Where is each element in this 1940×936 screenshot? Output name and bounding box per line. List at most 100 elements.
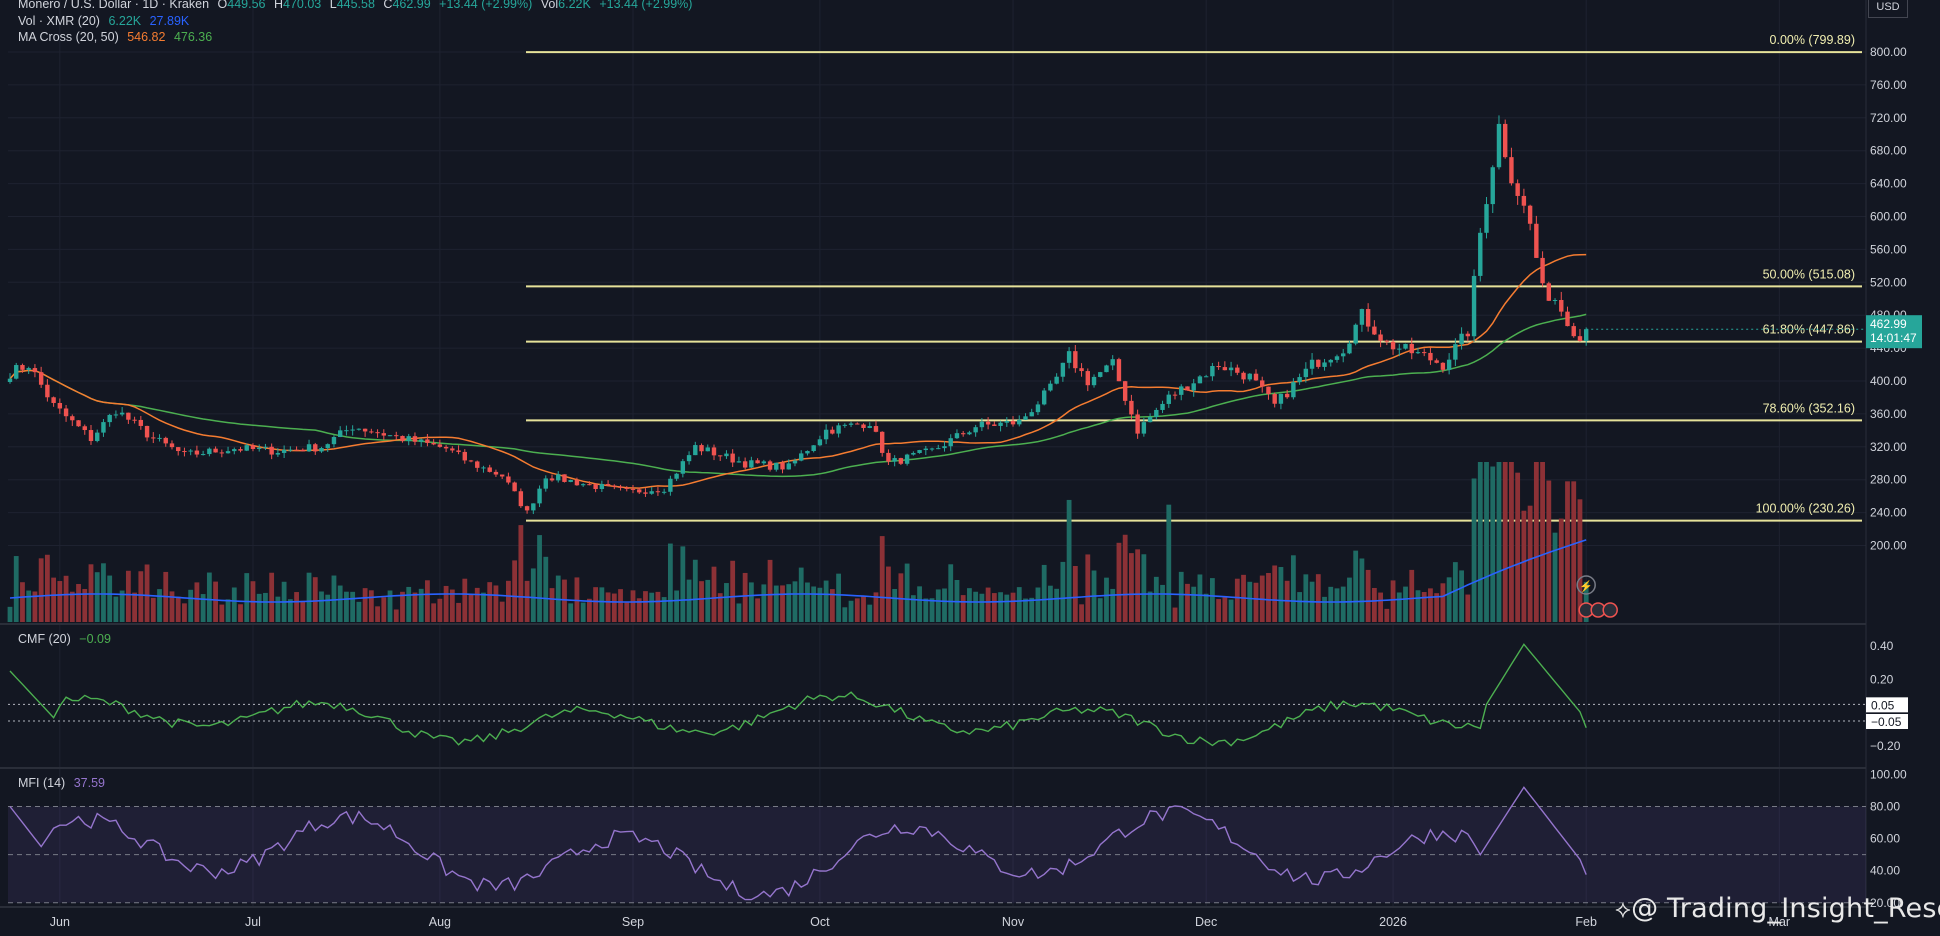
volume-bar (611, 593, 617, 622)
volume-bar (418, 588, 424, 622)
candle-body (169, 443, 175, 448)
candle-body (612, 485, 617, 487)
volume-bar (1290, 555, 1296, 622)
candle-body (225, 451, 231, 454)
candle-body (686, 455, 692, 462)
candle-body (119, 412, 125, 415)
mfi-axis-label: 60.00 (1870, 832, 1900, 846)
candle-body (437, 444, 443, 447)
volume-bar (113, 596, 119, 622)
volume-bar (356, 601, 362, 622)
ohlc-low: L445.58 (329, 0, 375, 11)
candle-body (786, 463, 791, 470)
volume-bar (1297, 592, 1303, 622)
volume-bar (256, 593, 262, 622)
volume-bar (643, 591, 648, 622)
volume-bar (1465, 594, 1471, 622)
candle-body (836, 425, 841, 434)
volume-bar (1209, 578, 1215, 622)
volume-bar (1509, 462, 1514, 622)
volume-bar (705, 579, 711, 622)
volume-bar (32, 591, 38, 622)
cmf-band-tag (1866, 714, 1908, 729)
volume-bar (717, 593, 723, 622)
event-marker-icon (1602, 602, 1618, 618)
volume-bar (973, 591, 979, 622)
volume-bar (393, 609, 399, 622)
volume-legend-value: 6.22K (108, 14, 142, 28)
candle-body (238, 449, 243, 451)
volume-bar (269, 572, 275, 622)
candle-body (873, 426, 879, 432)
volume-bar (1396, 592, 1402, 622)
candle-body (1341, 353, 1346, 357)
candle-body (76, 420, 81, 427)
candle-body (705, 447, 710, 452)
candle-body (624, 487, 629, 489)
candle-body (362, 428, 368, 432)
candle-body (1577, 336, 1583, 341)
candle-body (1216, 365, 1221, 368)
volume-bar (935, 589, 941, 622)
volume-bar (294, 592, 299, 622)
time-axis-label: Nov (1002, 915, 1025, 929)
volume-bar (1116, 542, 1122, 622)
candle-body (1378, 334, 1383, 341)
candle-body (188, 450, 193, 452)
candle-body (1434, 360, 1439, 363)
volume-bar (1471, 478, 1477, 622)
candle-body (948, 438, 953, 447)
candle-body (1116, 359, 1122, 382)
candle-body (1085, 371, 1090, 386)
price-axis-label: 600.00 (1870, 210, 1907, 224)
candle-body (70, 416, 75, 421)
candle-body (880, 431, 885, 453)
candle-body (294, 449, 299, 451)
candle-body (973, 427, 978, 433)
candle-body (1309, 359, 1315, 369)
ohlc-high: H470.03 (273, 0, 322, 11)
volume-bar (1135, 549, 1141, 622)
volume-bar (1328, 586, 1334, 622)
candle-body (730, 453, 735, 463)
volume-ma-line (9, 539, 1587, 603)
volume-bar (20, 582, 25, 622)
candle-body (805, 450, 810, 454)
volume-bar (842, 607, 848, 622)
candle-body (1253, 373, 1259, 381)
currency-button[interactable]: USD (1868, 0, 1908, 18)
volume-bar (742, 572, 748, 622)
volume-bar (1234, 578, 1240, 622)
candle-body (1141, 422, 1147, 434)
volume-bar (1228, 599, 1234, 622)
volume-bar (306, 572, 312, 622)
volume-bar (599, 587, 605, 622)
volume-bar (300, 600, 306, 622)
candle-body (1303, 368, 1309, 378)
volume-bar (213, 581, 218, 622)
candle-body (331, 437, 337, 445)
volume-bar (1565, 481, 1570, 622)
candle-body (350, 429, 355, 431)
candle-body (811, 445, 816, 451)
cmf-band-tag (1866, 697, 1908, 713)
candle-body (138, 419, 144, 426)
volume-bar (755, 598, 760, 622)
candle-body (718, 455, 723, 457)
volume-bar (836, 573, 841, 622)
candle-body (911, 452, 916, 455)
volume-bar (381, 597, 387, 622)
volume-bar (661, 597, 667, 622)
candle-body (257, 447, 262, 449)
candle-body (412, 436, 418, 442)
volume-bar (101, 563, 106, 622)
cmf-band-value: 0.05 (1871, 698, 1895, 712)
volume-bar (238, 604, 243, 622)
volume-bar (344, 591, 349, 622)
candle-body (1154, 409, 1159, 417)
candle-body (1297, 377, 1302, 383)
candle-body (356, 428, 362, 430)
candle-body (562, 474, 567, 482)
candle-body (923, 448, 929, 451)
